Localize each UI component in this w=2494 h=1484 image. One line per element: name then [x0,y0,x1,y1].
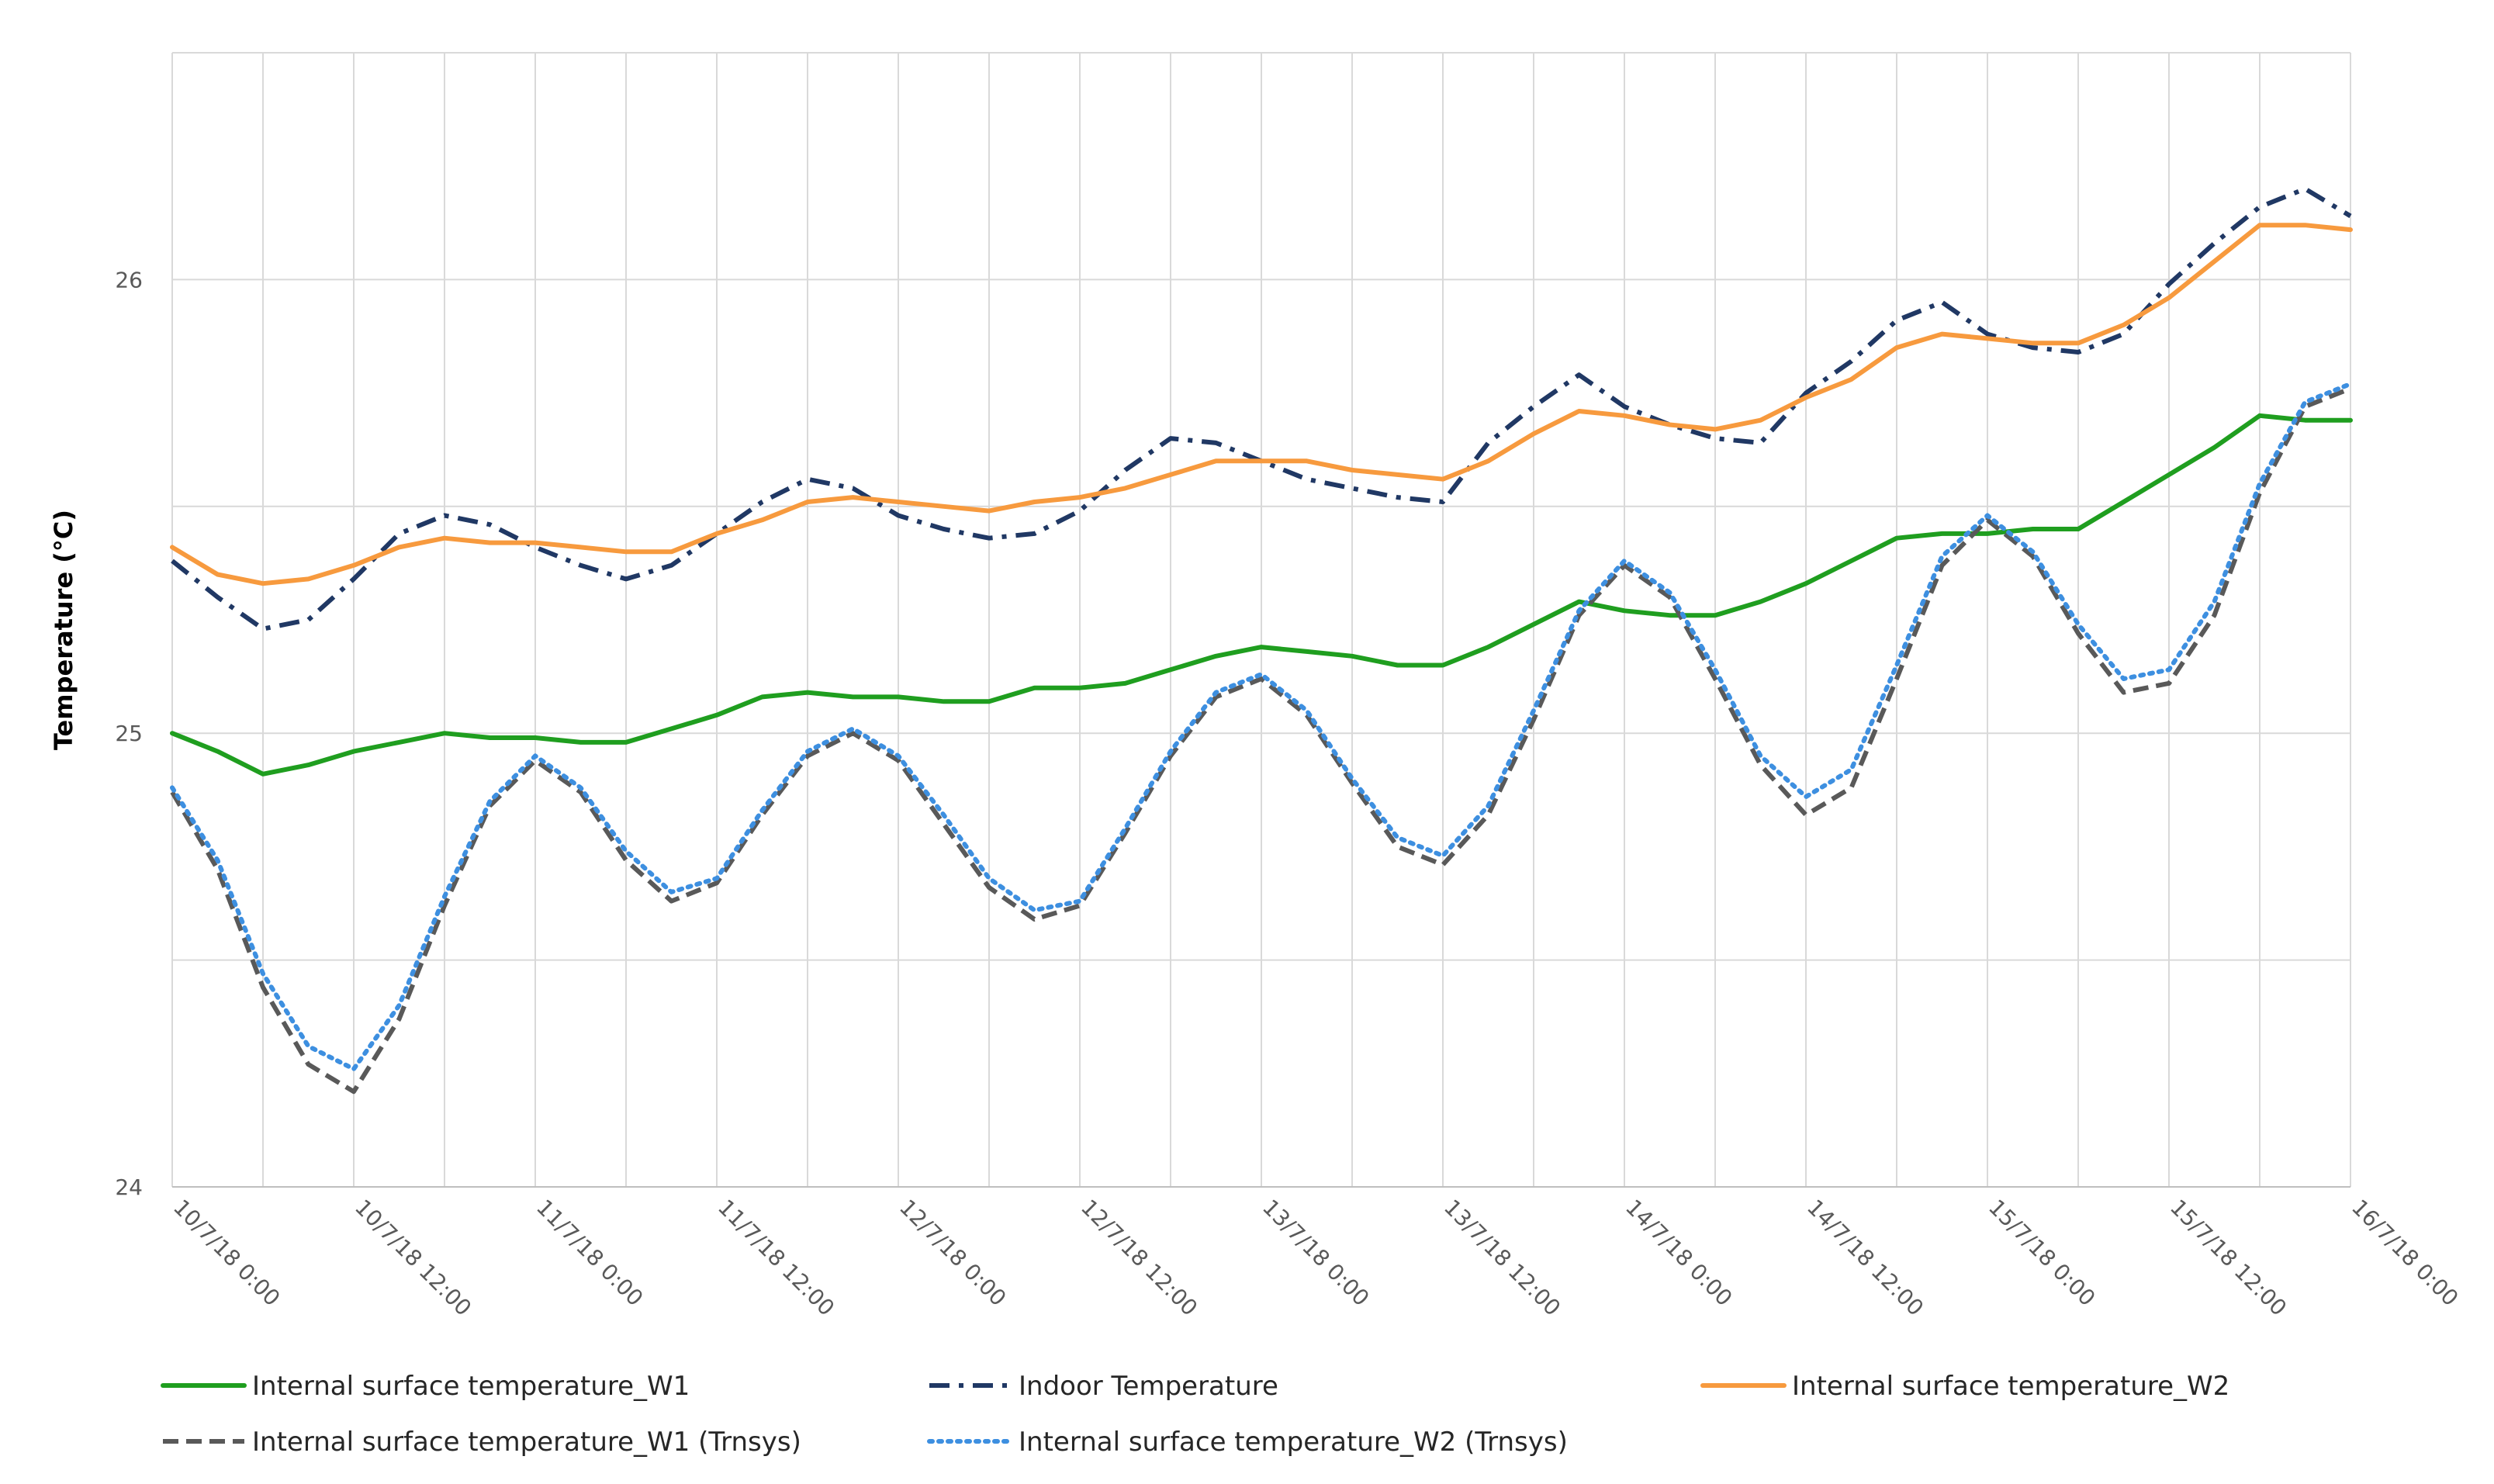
x-tick-label: 10/7/18 12:00 [350,1195,476,1321]
series-lines [170,186,2353,1095]
series-line-5 [170,381,2353,1071]
y-axis-ticks: 24 25 26 [115,267,143,1200]
grid [171,52,2351,1188]
legend: Internal surface temperature_W1 Indoor Te… [161,1371,2229,1458]
series-line-1 [170,413,2353,777]
x-tick-label: 13/7/18 0:00 [1257,1195,1374,1311]
x-tick-label: 12/7/18 12:00 [1076,1195,1202,1321]
legend-label-2: Indoor Temperature [1019,1371,1278,1402]
x-tick-label: 16/7/18 0:00 [2347,1195,2463,1311]
y-tick-label: 25 [115,721,143,746]
x-tick-label: 14/7/18 12:00 [1802,1195,1928,1321]
x-tick-label: 12/7/18 0:00 [894,1195,1011,1311]
series-line-3 [170,223,2353,586]
x-tick-label: 15/7/18 12:00 [2165,1195,2292,1321]
legend-label-4: Internal surface temperature_W1 (Trnsys) [252,1427,801,1458]
x-tick-label: 14/7/18 0:00 [1621,1195,1737,1311]
y-tick-label: 26 [115,267,143,292]
x-tick-label: 11/7/18 0:00 [531,1195,648,1311]
y-axis-label: Temperature (°C) [49,510,78,750]
x-tick-label: 13/7/18 12:00 [1439,1195,1565,1321]
y-tick-label: 24 [115,1174,143,1200]
legend-label-5: Internal surface temperature_W2 (Trnsys) [1019,1427,1568,1458]
legend-label-3: Internal surface temperature_W2 [1792,1371,2229,1402]
x-tick-label: 11/7/18 12:00 [713,1195,839,1321]
x-tick-label: 15/7/18 0:00 [1984,1195,2100,1311]
legend-label-1: Internal surface temperature_W1 [252,1371,690,1402]
series-line-4 [170,386,2352,1095]
x-axis-ticks: 10/7/18 0:00 10/7/18 12:00 11/7/18 0:00 11/… [168,1195,2463,1321]
x-tick-label: 10/7/18 0:00 [168,1195,285,1311]
